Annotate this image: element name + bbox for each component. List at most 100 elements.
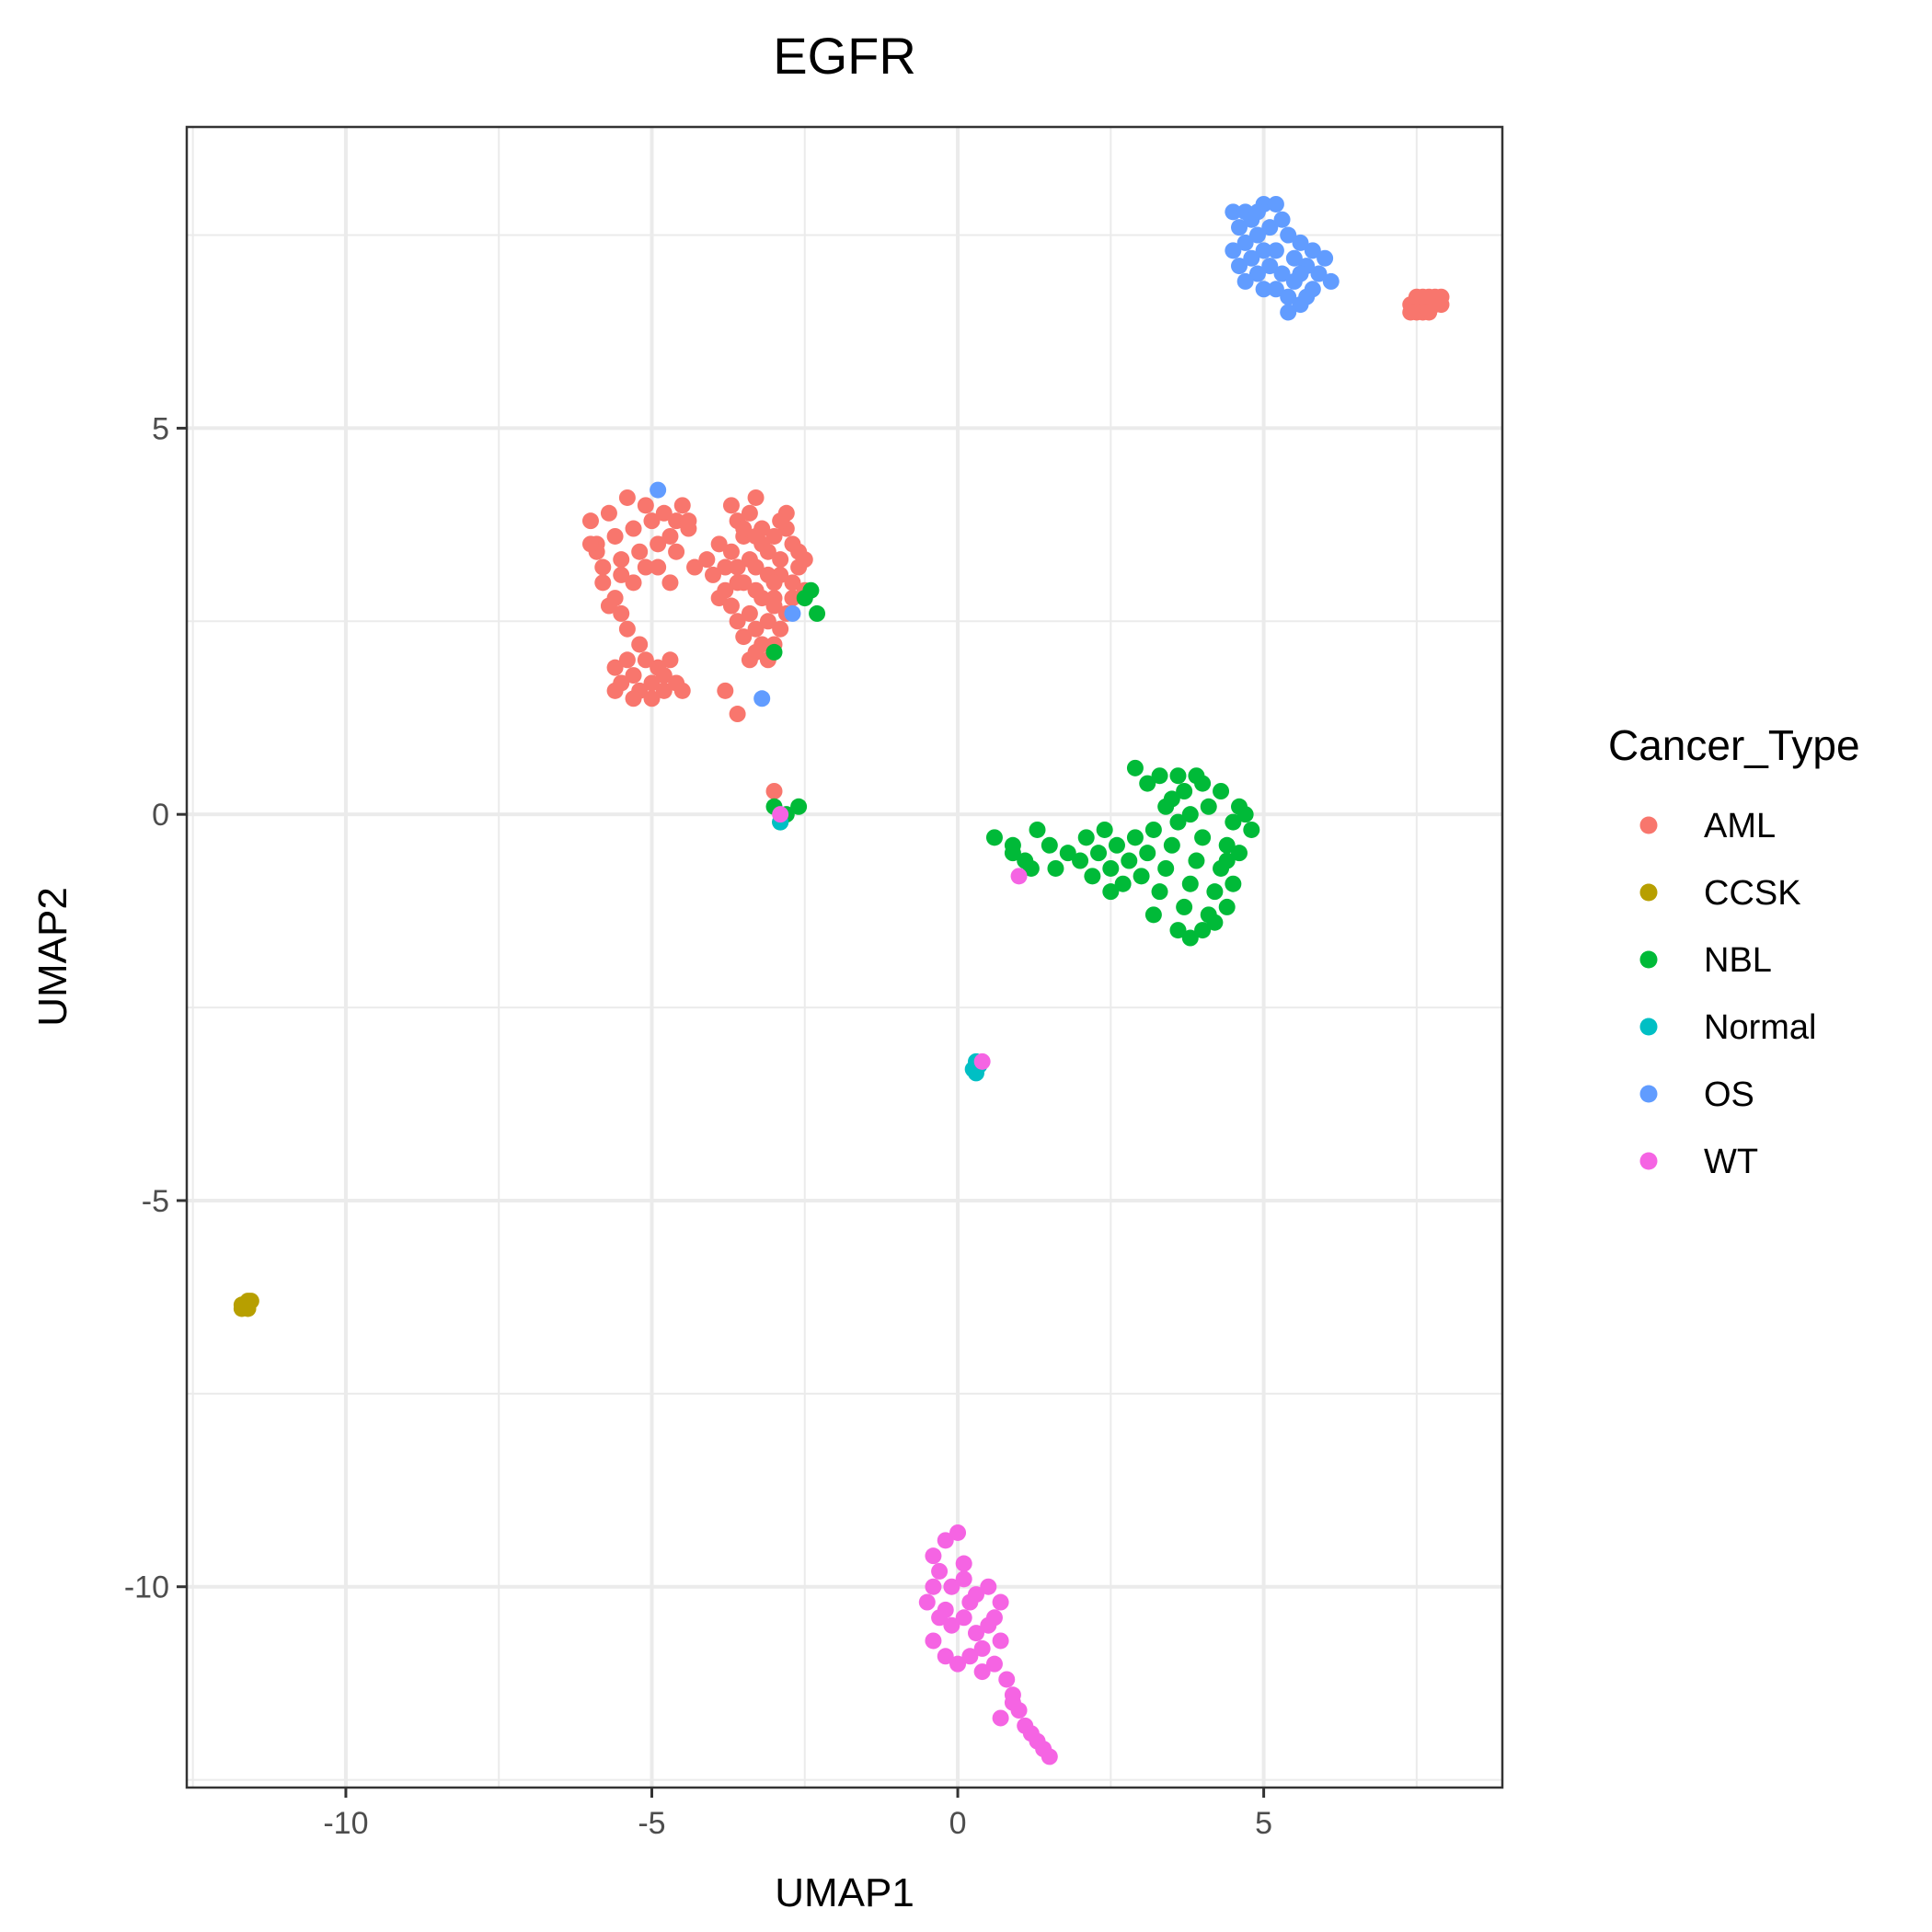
point-aml [606, 527, 624, 545]
point-os [1248, 265, 1266, 282]
point-nbl [1059, 845, 1076, 862]
point-nbl [1108, 836, 1125, 854]
point-nbl [1077, 829, 1095, 846]
point-nbl [1139, 775, 1156, 792]
y-tick-label: -10 [124, 1570, 169, 1605]
point-nbl [1231, 845, 1248, 862]
point-aml [741, 504, 758, 522]
point-aml [625, 667, 642, 684]
point-aml [796, 551, 813, 569]
point-nbl [1181, 875, 1199, 892]
point-nbl [1126, 829, 1144, 846]
data-points [233, 195, 1450, 1765]
point-os [1280, 226, 1297, 244]
point-os [1248, 226, 1266, 244]
point-aml [686, 558, 704, 576]
point-nbl [1206, 883, 1224, 901]
point-os [1273, 265, 1291, 282]
point-aml [650, 535, 667, 553]
legend-label: AML [1704, 807, 1776, 845]
point-wt [968, 1625, 984, 1642]
point-wt [949, 1524, 967, 1541]
point-wt [992, 1709, 1009, 1727]
point-nbl [1096, 821, 1113, 838]
point-aml [661, 527, 679, 545]
point-nbl [1126, 759, 1144, 776]
legend-label: Normal [1704, 1008, 1816, 1047]
legend-label: WT [1704, 1143, 1758, 1181]
point-aml [631, 636, 649, 653]
point-wt [937, 1648, 954, 1665]
point-aml [581, 512, 599, 530]
point-nbl [1029, 821, 1046, 838]
point-aml [784, 574, 801, 592]
point-os [1304, 281, 1321, 298]
point-wt [943, 1578, 960, 1595]
point-os [1267, 195, 1284, 213]
point-aml [729, 558, 746, 576]
point-aml [643, 690, 661, 707]
legend-item-nbl: NBL [1639, 941, 1772, 980]
point-aml [637, 651, 654, 669]
point-wt [937, 1601, 954, 1618]
point-os [1292, 234, 1309, 251]
point-aml [710, 535, 728, 553]
point-wt [918, 1593, 936, 1611]
point-aml [606, 659, 624, 676]
point-wt [1004, 1694, 1021, 1711]
chart-title: EGFR [773, 27, 916, 85]
point-nbl [1102, 859, 1120, 877]
point-aml [618, 651, 636, 669]
point-wt [931, 1562, 949, 1580]
point-nbl [1206, 914, 1224, 931]
point-aml [655, 667, 673, 684]
point-nbl [1176, 783, 1193, 799]
point-aml [668, 543, 685, 560]
point-aml [735, 520, 753, 537]
point-aml [705, 566, 721, 583]
point-nbl [1181, 806, 1199, 823]
point-aml [606, 682, 624, 699]
legend-key-ccsk [1639, 883, 1658, 902]
point-wt [943, 1616, 960, 1634]
point-aml [772, 620, 789, 638]
legend-label: OS [1704, 1075, 1754, 1114]
point-nbl [1121, 852, 1138, 869]
point-wt [949, 1655, 967, 1673]
point-aml [784, 590, 801, 607]
point-nbl [1213, 783, 1230, 799]
legend-item-ccsk: CCSK [1639, 874, 1801, 913]
point-nbl [1218, 836, 1236, 854]
legend-label: NBL [1704, 941, 1772, 980]
legend-item-normal: Normal [1639, 1008, 1816, 1047]
point-nbl [1047, 859, 1064, 877]
point-wt [992, 1632, 1009, 1650]
point-ccsk [239, 1300, 257, 1317]
point-aml [729, 706, 746, 723]
legend-label: CCSK [1704, 874, 1801, 913]
point-aml [655, 504, 673, 522]
point-nbl [1041, 836, 1058, 854]
series-wt [772, 806, 1058, 1765]
point-wt [925, 1578, 942, 1595]
point-os [1225, 242, 1242, 259]
point-aml [643, 674, 661, 692]
point-aml [747, 527, 765, 545]
point-nbl [1169, 813, 1187, 831]
legend-key-wt [1639, 1152, 1658, 1170]
point-nbl [1157, 798, 1175, 815]
x-tick-label: -5 [638, 1806, 665, 1841]
point-nbl [1163, 836, 1180, 854]
point-aml [680, 512, 697, 530]
point-aml [722, 497, 740, 514]
point-wt [937, 1532, 954, 1549]
point-wt [998, 1671, 1016, 1688]
point-aml [759, 543, 776, 560]
point-aml [631, 543, 649, 560]
point-aml [637, 497, 654, 514]
point-aml [772, 551, 789, 569]
point-nbl [1004, 836, 1021, 854]
point-wt [1041, 1748, 1058, 1765]
legend-key-normal [1639, 1018, 1658, 1036]
point-os [1292, 265, 1309, 282]
